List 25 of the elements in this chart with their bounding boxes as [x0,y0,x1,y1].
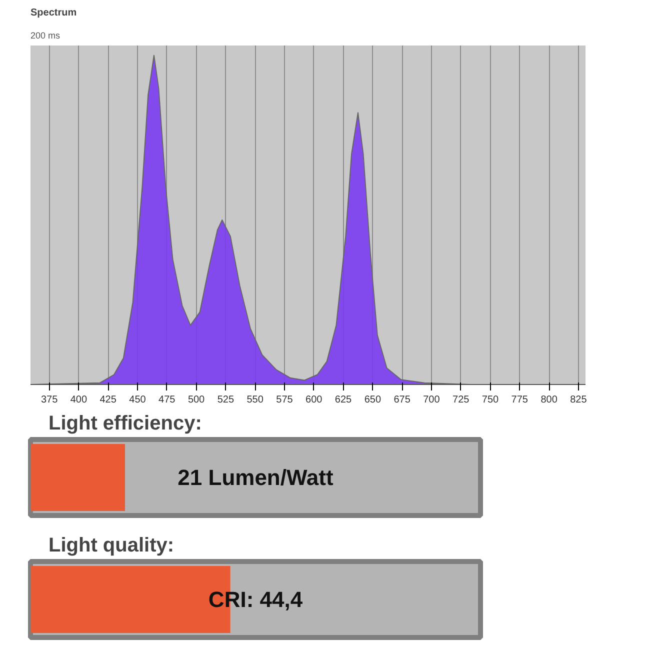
x-tick-label: 650 [364,394,382,406]
x-tick-label: 825 [570,394,588,406]
x-tick-label: 775 [511,394,528,406]
x-tick-label: 375 [40,394,58,406]
x-tick-label: 800 [540,394,558,406]
x-tick-label: 700 [423,394,440,406]
chart-subtitle: 200 ms [30,30,61,40]
text: Light quality: [48,534,174,556]
x-tick-label: 675 [394,394,411,406]
x-tick-label: 475 [158,394,176,406]
data-label: CRI: 44,4 [208,587,304,612]
x-tick-label: 725 [452,394,470,406]
x-tick-label: 575 [276,394,294,406]
x-tick-label: 400 [70,394,88,406]
chart-title: Spectrum [30,8,77,18]
x-tick-label: 525 [217,394,234,406]
data-label: 21 Lumen/Watt [178,465,334,490]
text: Light efficiency: [48,412,202,434]
x-tick-label: 500 [188,394,206,406]
x-tick-label: 550 [246,394,264,406]
x-tick-label: 600 [306,394,323,406]
x-tick-label: 425 [100,394,117,406]
x-tick-label: 625 [334,394,352,406]
x-tick-label: 750 [482,394,500,406]
x-tick-label: 450 [129,394,146,406]
